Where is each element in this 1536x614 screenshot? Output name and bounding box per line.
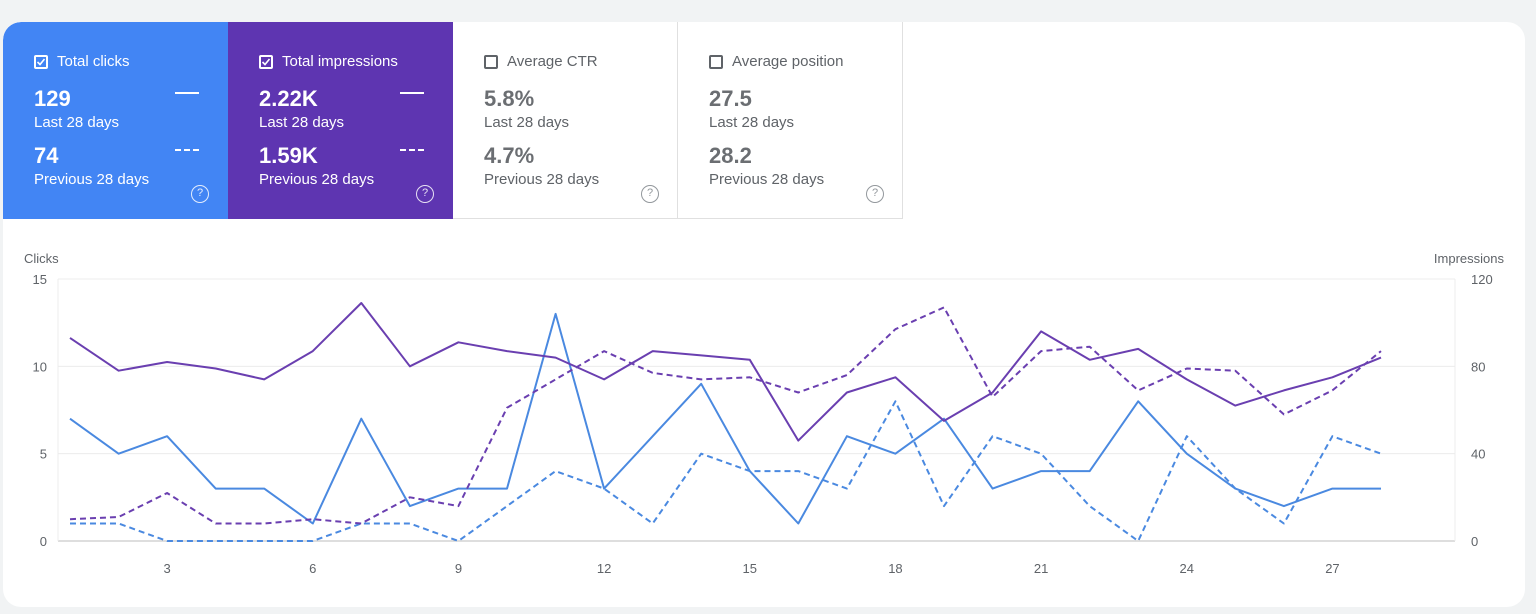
x-tick-label: 27	[1325, 561, 1339, 576]
right-tick-label: 120	[1471, 272, 1493, 287]
checkbox-unchecked-icon[interactable]	[484, 54, 498, 69]
help-icon[interactable]: ?	[641, 185, 659, 203]
x-tick-label: 24	[1180, 561, 1194, 576]
x-tick-label: 15	[743, 561, 757, 576]
left-tick-label: 15	[33, 272, 47, 287]
metric-tile-average-ctr[interactable]: Average CTR 5.8% Last 28 days 4.7% Previ…	[453, 22, 678, 219]
checkbox-unchecked-icon[interactable]	[709, 54, 723, 69]
x-axis-ticks: 3 6 9 12 15 18 21 24 27	[163, 561, 1339, 576]
x-tick-label: 18	[888, 561, 902, 576]
metric-tile-total-impressions[interactable]: Total impressions 2.22K Last 28 days 1.5…	[228, 22, 453, 219]
x-tick-label: 21	[1034, 561, 1048, 576]
series-line-total-clicks-previous	[70, 400, 1382, 542]
right-tick-label: 40	[1471, 447, 1485, 462]
left-tick-label: 5	[40, 447, 47, 462]
x-tick-label: 12	[597, 561, 611, 576]
current-value: 129	[34, 86, 71, 111]
right-axis-ticks: 0 40 80 120	[1471, 272, 1493, 549]
dashed-line-legend-icon	[400, 149, 424, 151]
right-axis-title: Impressions	[1434, 251, 1505, 266]
metric-tiles: Total clicks 129 Last 28 days 74 Previou…	[3, 22, 903, 219]
previous-period-label: Previous 28 days	[34, 171, 150, 188]
current-value: 5.8%	[484, 86, 535, 111]
right-tick-label: 0	[1471, 534, 1478, 549]
previous-period-label: Previous 28 days	[709, 171, 825, 188]
checkbox-checked-icon[interactable]	[34, 54, 48, 69]
right-tick-label: 80	[1471, 359, 1485, 374]
metric-label: Average CTR	[507, 53, 598, 70]
solid-line-legend-icon	[400, 92, 424, 94]
series-line-total-impressions-current	[69, 302, 1382, 442]
left-tick-label: 10	[33, 359, 47, 374]
left-tick-label: 0	[40, 534, 47, 549]
help-icon[interactable]: ?	[191, 185, 209, 203]
current-period-label: Last 28 days	[34, 114, 120, 131]
metric-label: Total clicks	[57, 53, 130, 70]
metric-tile-average-position[interactable]: Average position 27.5 Last 28 days 28.2 …	[678, 22, 903, 219]
help-icon[interactable]: ?	[866, 185, 884, 203]
dashed-line-legend-icon	[175, 149, 199, 151]
current-value: 27.5	[709, 86, 752, 111]
previous-value: 4.7%	[484, 143, 535, 168]
metric-tile-total-clicks[interactable]: Total clicks 129 Last 28 days 74 Previou…	[3, 22, 228, 219]
performance-chart: Clicks Impressions 0 5 10 15 0 40 80 120 3 6 9 12…	[24, 251, 1505, 576]
left-axis-title: Clicks	[24, 251, 59, 266]
previous-value: 74	[34, 143, 59, 168]
previous-period-label: Previous 28 days	[484, 171, 600, 188]
solid-line-legend-icon	[175, 92, 199, 94]
previous-value: 28.2	[709, 143, 752, 168]
chart-gridlines	[57, 278, 1456, 542]
help-icon[interactable]: ?	[416, 185, 434, 203]
series-line-total-clicks-current	[69, 312, 1381, 525]
x-tick-label: 6	[309, 561, 316, 576]
previous-value: 1.59K	[259, 143, 318, 168]
x-tick-label: 9	[455, 561, 462, 576]
current-period-label: Last 28 days	[259, 114, 345, 131]
performance-card: Total clicks 129 Last 28 days 74 Previou…	[3, 22, 1525, 607]
current-period-label: Last 28 days	[709, 114, 795, 131]
chart-series	[69, 302, 1382, 542]
current-period-label: Last 28 days	[484, 114, 570, 131]
series-line-total-impressions-previous	[69, 306, 1382, 525]
metric-label: Average position	[732, 53, 844, 70]
left-axis-ticks: 0 5 10 15	[33, 272, 47, 549]
x-tick-label: 3	[163, 561, 170, 576]
metric-label: Total impressions	[282, 53, 398, 70]
current-value: 2.22K	[259, 86, 318, 111]
previous-period-label: Previous 28 days	[259, 171, 375, 188]
checkbox-checked-icon[interactable]	[259, 54, 273, 69]
